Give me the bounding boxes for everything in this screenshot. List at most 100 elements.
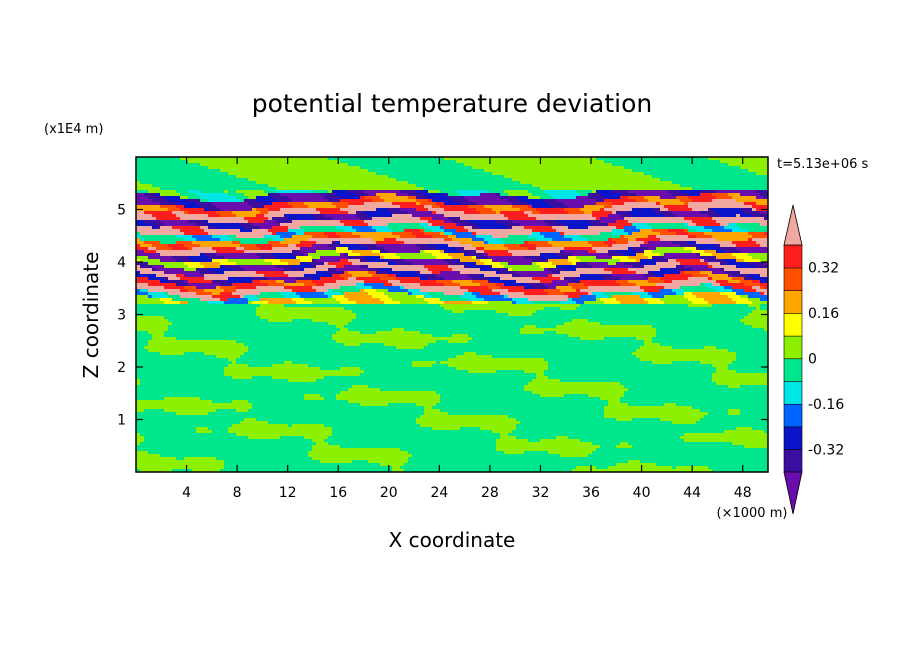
field-cell xyxy=(228,199,233,203)
field-cell xyxy=(400,247,405,251)
field-cell xyxy=(760,229,765,233)
field-cell xyxy=(248,223,253,227)
field-cell xyxy=(156,238,161,242)
field-cell xyxy=(468,187,473,191)
field-cell xyxy=(412,247,417,251)
field-cell xyxy=(408,247,413,251)
field-cell xyxy=(416,208,421,212)
field-cell xyxy=(204,172,209,176)
field-cell xyxy=(300,238,305,242)
field-cell xyxy=(452,202,457,206)
field-cell xyxy=(600,172,605,176)
field-cell xyxy=(248,208,253,212)
field-cell xyxy=(308,181,313,185)
field-cell xyxy=(204,196,209,200)
field-cell xyxy=(432,184,437,188)
field-cell xyxy=(236,220,241,224)
field-cell xyxy=(460,223,465,227)
field-cell xyxy=(540,211,545,215)
field-cell xyxy=(500,205,505,209)
field-cell xyxy=(352,199,357,203)
field-cell xyxy=(196,187,201,191)
field-cell xyxy=(488,199,493,203)
field-cell xyxy=(676,247,681,251)
field-cell xyxy=(352,211,357,215)
field-cell xyxy=(472,178,477,182)
field-cell xyxy=(312,163,317,167)
field-cell xyxy=(380,247,385,251)
field-cell xyxy=(520,232,525,236)
field-cell xyxy=(264,202,269,206)
field-cell xyxy=(248,229,253,233)
field-cell xyxy=(396,241,401,245)
field-cell xyxy=(144,190,149,194)
field-cell xyxy=(368,175,373,179)
field-cell xyxy=(220,190,225,194)
field-cell xyxy=(208,238,213,242)
field-cell xyxy=(664,163,669,167)
field-cell xyxy=(564,241,569,245)
field-cell xyxy=(496,169,501,173)
field-cell xyxy=(168,160,173,164)
field-cell xyxy=(528,157,533,161)
field-cell xyxy=(624,190,629,194)
field-cell xyxy=(424,169,429,173)
field-cell xyxy=(396,163,401,167)
field-cell xyxy=(232,196,237,200)
field-cell xyxy=(676,214,681,218)
field-cell xyxy=(632,160,637,164)
field-cell xyxy=(304,190,309,194)
field-cell xyxy=(492,241,497,245)
field-cell xyxy=(676,181,681,185)
field-cell xyxy=(148,205,153,209)
field-cell xyxy=(148,163,153,167)
field-cell xyxy=(156,223,161,227)
field-cell xyxy=(644,169,649,173)
field-cell xyxy=(164,250,169,254)
field-cell xyxy=(372,190,377,194)
field-cell xyxy=(460,160,465,164)
field-cell xyxy=(332,196,337,200)
field-cell xyxy=(368,208,373,212)
field-cell xyxy=(404,226,409,230)
field-cell xyxy=(240,226,245,230)
field-cell xyxy=(228,238,233,242)
field-cell xyxy=(676,166,681,170)
field-cell xyxy=(288,232,293,236)
field-cell xyxy=(384,238,389,242)
field-cell xyxy=(360,199,365,203)
field-cell xyxy=(680,184,685,188)
field-cell xyxy=(732,196,737,200)
field-cell xyxy=(476,205,481,209)
field-cell xyxy=(408,241,413,245)
field-cell xyxy=(652,202,657,206)
field-cell xyxy=(740,199,745,203)
field-cell xyxy=(576,175,581,179)
field-cell xyxy=(740,163,745,167)
field-cell xyxy=(660,190,665,194)
field-cell xyxy=(196,214,201,218)
field-cell xyxy=(552,199,557,203)
field-cell xyxy=(320,166,325,170)
field-cell xyxy=(660,172,665,176)
field-cell xyxy=(148,232,153,236)
field-cell xyxy=(464,181,469,185)
field-cell xyxy=(180,211,185,215)
field-cell xyxy=(356,181,361,185)
field-cell xyxy=(456,220,461,224)
field-cell xyxy=(604,160,609,164)
field-cell xyxy=(456,208,461,212)
field-cell xyxy=(676,208,681,212)
field-cell xyxy=(516,172,521,176)
field-cell xyxy=(484,232,489,236)
field-cell xyxy=(204,178,209,182)
field-cell xyxy=(492,217,497,221)
field-cell xyxy=(656,205,661,209)
field-cell xyxy=(180,241,185,245)
field-cell xyxy=(300,241,305,245)
field-cell xyxy=(168,226,173,230)
field-cell xyxy=(696,163,701,167)
field-cell xyxy=(632,199,637,203)
field-cell xyxy=(568,241,573,245)
field-cell xyxy=(260,181,265,185)
